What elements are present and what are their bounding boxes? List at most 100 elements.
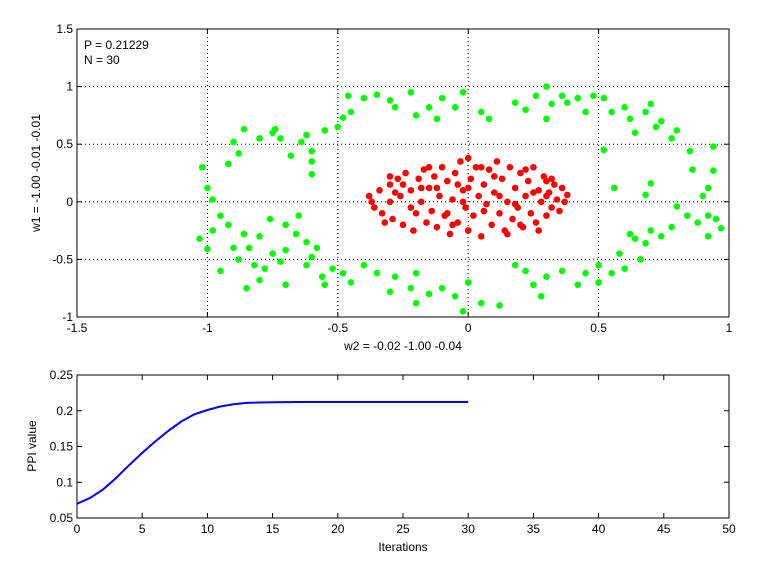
scatter-point [498, 175, 506, 183]
scatter-point [386, 181, 394, 188]
scatter-point [704, 212, 712, 219]
scatter-point [436, 192, 443, 200]
scatter-point [410, 227, 417, 234]
scatter-series-outer [196, 83, 725, 315]
scatter-point [475, 192, 482, 200]
scatter-point [329, 265, 336, 272]
scatter-point [496, 192, 503, 200]
scatter-x-tick-label: -0.5 [327, 321, 348, 335]
scatter-point [423, 219, 430, 226]
scatter-point [490, 173, 498, 180]
scatter-point [472, 163, 480, 171]
scatter-point [459, 186, 467, 194]
scatter-point [428, 207, 435, 215]
line-x-axis-label: Iterations [378, 540, 427, 554]
scatter-point [235, 256, 242, 263]
scatter-point [381, 219, 389, 226]
ppi-series-line [76, 401, 469, 505]
scatter-point [532, 219, 540, 226]
scatter-point [689, 166, 696, 173]
scatter-point [303, 131, 310, 139]
scatter-point [550, 181, 558, 188]
scatter-point [308, 253, 316, 261]
scatter-point [198, 163, 206, 171]
scatter-point [204, 184, 211, 192]
scatter-point [430, 173, 438, 180]
scatter-point [600, 146, 608, 154]
scatter-point [673, 203, 681, 210]
scatter-point [652, 123, 660, 131]
scatter-point [318, 273, 326, 280]
scatter-x-tick-label: 0.5 [590, 321, 607, 335]
scatter-point [537, 292, 545, 300]
scatter-point [470, 212, 477, 219]
scatter-point [548, 175, 555, 183]
scatter-y-axis-label: w1 = -1.00 -0.01 -0.01 [29, 114, 43, 233]
scatter-point [277, 135, 284, 142]
scatter-point [464, 154, 472, 162]
scatter-points [196, 83, 725, 315]
line-x-tick-label: 20 [331, 522, 345, 536]
scatter-point [477, 163, 485, 171]
scatter-point [334, 123, 342, 131]
scatter-point [668, 135, 675, 142]
scatter-point [642, 191, 649, 199]
scatter-point [459, 307, 467, 315]
scatter-point [590, 92, 597, 100]
scatter-point [438, 163, 446, 171]
scatter-point [386, 198, 394, 206]
scatter-point [256, 135, 263, 142]
scatter-point [509, 215, 516, 223]
scatter-point [313, 244, 321, 252]
scatter-point [686, 147, 694, 155]
line-x-tick-label: 10 [201, 522, 215, 536]
scatter-point [477, 299, 485, 307]
scatter-x-tick-label: 0 [465, 321, 472, 335]
scatter-point [704, 233, 712, 240]
scatter-plot: -1.5 -1 -0.5 0 0.5 1-1-0.500.511.5 P = 0.2122… [29, 22, 733, 353]
scatter-point [459, 198, 467, 206]
scatter-point [266, 215, 274, 223]
scatter-point [347, 279, 355, 286]
scatter-point [292, 230, 300, 238]
scatter-point [449, 221, 456, 229]
scatter-point [407, 89, 415, 96]
scatter-point [464, 184, 472, 192]
scatter-point [600, 94, 608, 102]
scatter-point [457, 158, 464, 165]
scatter-x-tick-label: -1.5 [67, 321, 88, 335]
scatter-point [433, 223, 441, 231]
line-x-tick-label: 25 [396, 522, 410, 536]
scatter-x-axis-label: w2 = -0.02 -1.00 -0.04 [343, 339, 462, 353]
line-x-tick-label: 5 [139, 522, 146, 536]
scatter-point [425, 104, 433, 111]
scatter-ticks: -1.5 -1 -0.5 0 0.5 1-1-0.500.511.5 [52, 22, 732, 335]
line-ticks: 0 5 10 15 20 25 30 35 40 45 50 0.05 0.1 0.15 0.2 0.25 [50, 368, 736, 536]
scatter-point [391, 104, 399, 111]
scatter-point [245, 244, 253, 252]
scatter-point [433, 115, 441, 123]
scatter-point [451, 292, 459, 300]
scatter-point [631, 235, 639, 242]
scatter-point [595, 279, 602, 286]
scatter-point [386, 97, 394, 104]
scatter-point [444, 177, 451, 185]
scatter-point [485, 166, 493, 173]
scatter-point [360, 261, 368, 269]
scatter-point [451, 104, 459, 111]
line-plot: 0 5 10 15 20 25 30 35 40 45 50 0.05 0.1 0.15 0.2 0.25 I… [25, 368, 736, 554]
scatter-point [394, 175, 402, 183]
scatter-point [642, 239, 649, 247]
scatter-point [446, 230, 454, 238]
scatter-point [558, 184, 566, 192]
scatter-point [543, 115, 550, 123]
scatter-point [303, 238, 310, 246]
scatter-point [412, 269, 420, 277]
scatter-point [480, 207, 488, 215]
scatter-point [464, 279, 472, 286]
line-y-tick-label: 0.15 [50, 440, 74, 454]
scatter-point [530, 281, 537, 289]
scatter-point [616, 250, 623, 257]
scatter-point [668, 223, 675, 231]
scatter-point [204, 245, 211, 253]
